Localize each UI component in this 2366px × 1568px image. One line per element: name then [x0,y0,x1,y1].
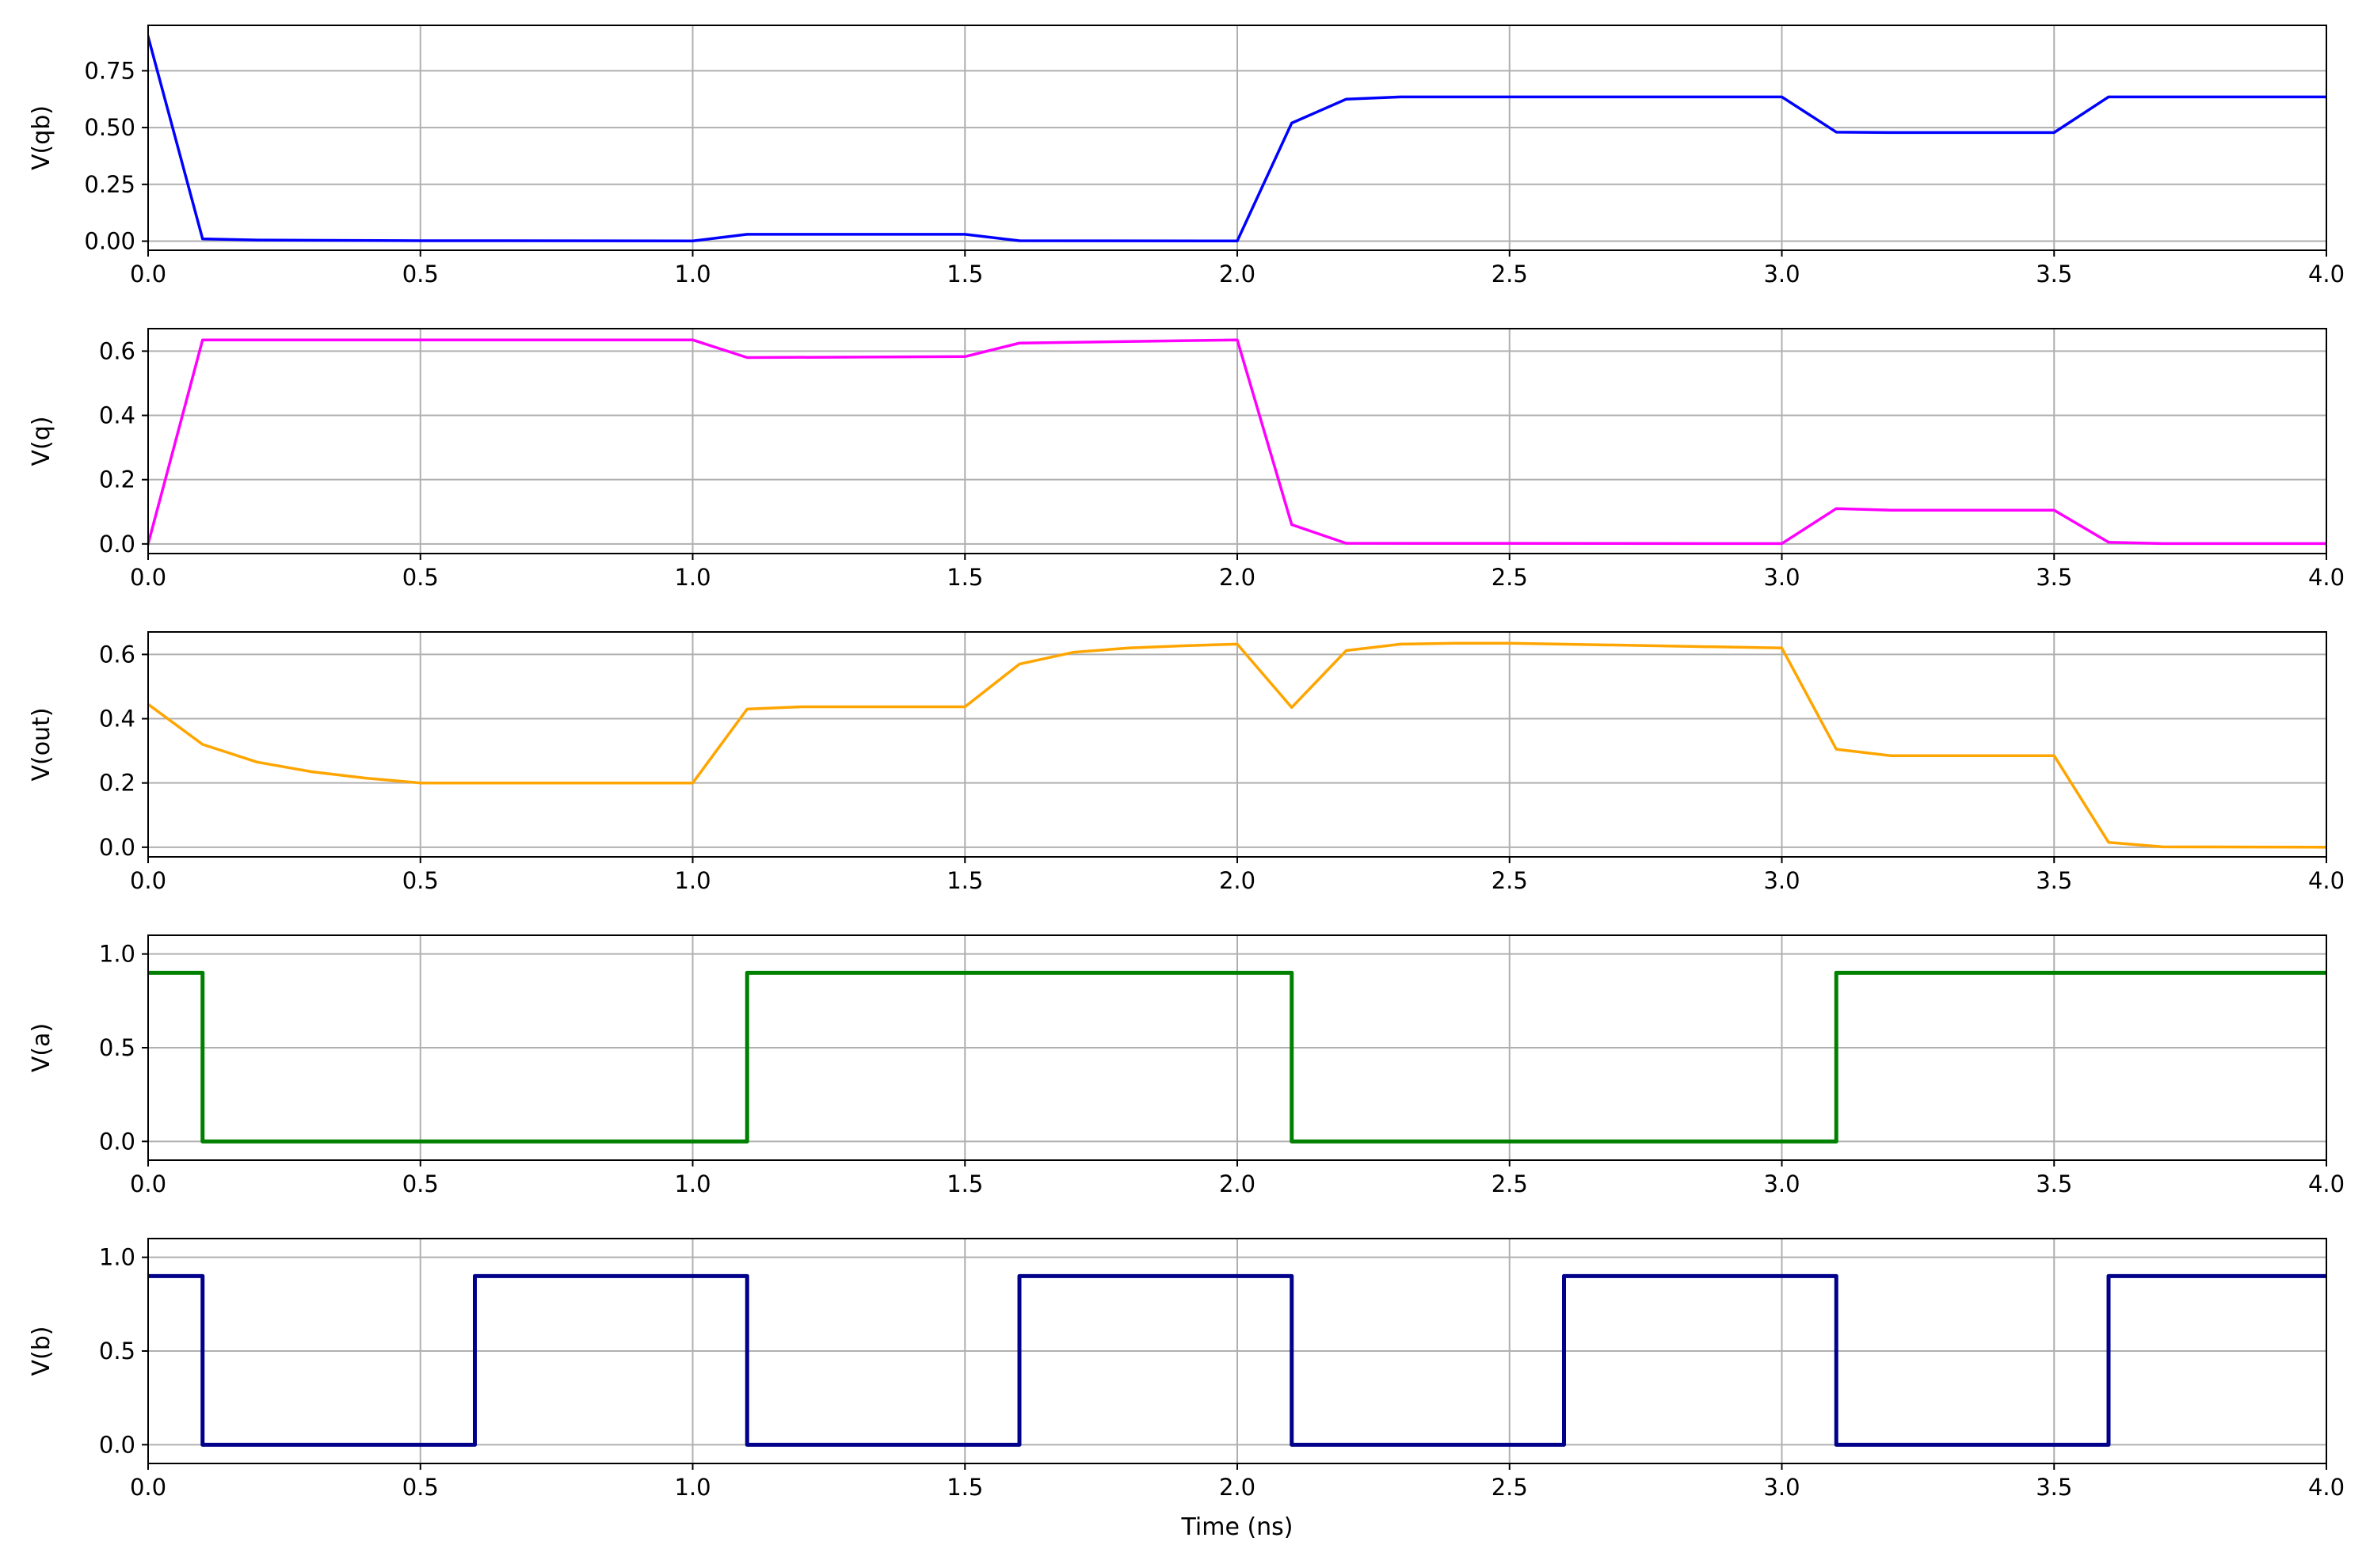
x-tick-label: 3.5 [2036,261,2072,287]
x-tick-label: 0.5 [402,1474,439,1501]
y-tick-label: 0.0 [99,1128,135,1155]
y-tick-label: 0.2 [99,770,135,797]
subplot-v-b: 0.0 0.5 1.0 1.5 2.0 2.5 3.0 3.5 4.0 0.0 0.5 1.0 V(b)… [28,1238,2345,1541]
subplot-v-q: 0.0 0.5 1.0 1.5 2.0 2.5 3.0 3.5 4.0 0.0 0.2 0.4 0.6 V… [28,328,2345,591]
grid-v-q [147,329,2327,554]
y-tick-label: 0.4 [99,706,135,733]
x-tick-label: 1.5 [947,867,983,894]
x-tick-label: 0.0 [130,867,166,894]
x-tick-label: 1.5 [947,1170,983,1197]
x-tick-label: 1.0 [674,1170,711,1197]
y-tick-label: 1.0 [99,941,135,968]
x-tick-label: 3.0 [1763,1474,1800,1501]
series-line-v-qb [148,35,2326,242]
y-tick-label: 0.00 [84,228,135,255]
y-tick-label: 0.5 [99,1338,135,1364]
x-tick-label: 0.5 [402,261,439,287]
y-axis-label-v-out: V(out) [28,707,55,781]
y-tick-label: 0.6 [99,337,135,364]
series-line-v-a [148,970,2326,1144]
x-tick-label: 3.0 [1763,261,1800,287]
x-tick-label: 2.0 [1219,1170,1255,1197]
subplot-v-a: 0.0 0.5 1.0 1.5 2.0 2.5 3.0 3.5 4.0 0.0 0.5 1.0 V(a) [28,934,2345,1197]
x-tick-label: 2.5 [1492,261,1528,287]
y-tick-label: 0.0 [99,834,135,861]
x-tick-label: 2.0 [1219,261,1255,287]
y-tick-label: 0.6 [99,641,135,668]
y-tick-label: 1.0 [99,1244,135,1271]
y-tick-label: 0.4 [99,402,135,429]
x-tick-label: 3.0 [1763,564,1800,591]
x-tick-label: 3.5 [2036,1474,2072,1501]
x-axis-label: Time (ns) [1180,1513,1293,1541]
x-tick-label: 4.0 [2308,1170,2345,1197]
x-tick-label: 1.0 [674,564,711,591]
y-tick-label: 0.0 [99,531,135,558]
y-tick-label: 0.2 [99,466,135,493]
series-line-v-q [148,338,2326,546]
series-line-v-b [148,1273,2326,1447]
x-tick-label: 3.5 [2036,564,2072,591]
x-tick-label: 1.5 [947,564,983,591]
x-tick-label: 4.0 [2308,1474,2345,1501]
series-line-v-out [148,641,2326,849]
x-tick-label: 2.0 [1219,867,1255,894]
x-tick-label: 0.5 [402,867,439,894]
x-tick-label: 2.5 [1492,1170,1528,1197]
x-tick-label: 1.5 [947,1474,983,1501]
x-tick-label: 0.0 [130,1474,166,1501]
x-tick-label: 3.0 [1763,867,1800,894]
y-axis-label-v-b: V(b) [28,1326,55,1376]
x-tick-label: 4.0 [2308,261,2345,287]
x-tick-label: 3.0 [1763,1170,1800,1197]
subplot-stack: 0.0 0.5 1.0 1.5 2.0 2.5 3.0 3.5 4.0 0.00 0.25 0.50 0… [28,25,2345,1541]
y-axis-label-v-a: V(a) [28,1023,55,1072]
x-tick-label: 2.0 [1219,564,1255,591]
x-tick-label: 0.5 [402,1170,439,1197]
x-tick-label: 0.0 [130,564,166,591]
x-tick-label: 2.0 [1219,1474,1255,1501]
x-tick-label: 1.0 [674,1474,711,1501]
y-tick-label: 0.0 [99,1431,135,1458]
x-tick-label: 1.5 [947,261,983,287]
y-tick-label: 0.75 [84,57,135,84]
grid-v-qb [147,25,2327,250]
x-tick-label: 0.0 [130,261,166,287]
x-tick-label: 0.5 [402,564,439,591]
subplot-v-out: 0.0 0.5 1.0 1.5 2.0 2.5 3.0 3.5 4.0 0.0 0.2 0.4 0.6 V… [28,631,2345,894]
y-tick-label: 0.25 [84,171,135,198]
grid-v-out [147,632,2327,857]
x-tick-label: 0.0 [130,1170,166,1197]
y-tick-label: 0.5 [99,1034,135,1061]
grid-v-a [147,935,2327,1160]
y-axis-label-v-qb: V(qb) [28,105,55,170]
x-tick-label: 1.0 [674,867,711,894]
x-tick-label: 3.5 [2036,867,2072,894]
x-tick-label: 2.5 [1492,564,1528,591]
x-tick-label: 4.0 [2308,564,2345,591]
y-tick-label: 0.50 [84,114,135,141]
y-axis-label-v-q: V(q) [28,417,55,466]
x-tick-label: 2.5 [1492,1474,1528,1501]
x-tick-label: 3.5 [2036,1170,2072,1197]
x-tick-label: 1.0 [674,261,711,287]
x-tick-label: 4.0 [2308,867,2345,894]
subplot-v-qb: 0.0 0.5 1.0 1.5 2.0 2.5 3.0 3.5 4.0 0.00 0.25 0.50 0… [28,25,2345,287]
x-tick-label: 2.5 [1492,867,1528,894]
